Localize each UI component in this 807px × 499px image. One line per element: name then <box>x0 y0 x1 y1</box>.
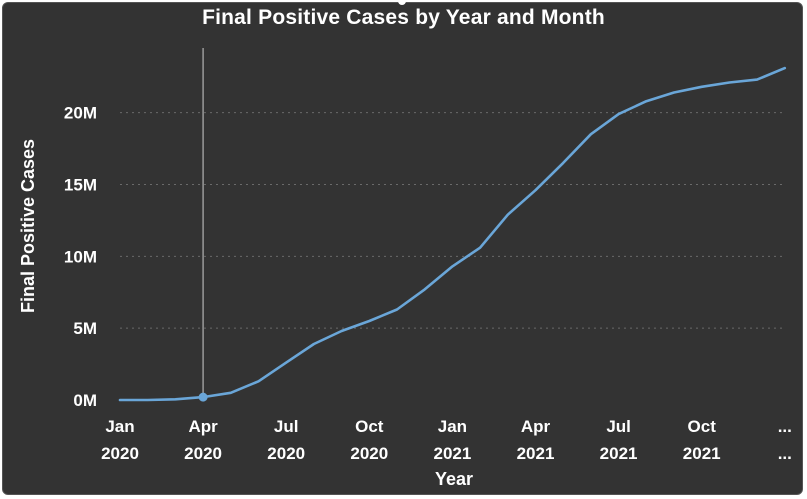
x-tick-label-year: 2021 <box>517 444 555 463</box>
x-axis-ticks: Jan 2020 Apr 2020 Jul 2020 Oct 2020 Jan 2021 Apr 20… <box>101 417 792 463</box>
y-tick-label: 0M <box>73 391 97 410</box>
y-tick-label: 15M <box>64 175 97 194</box>
x-tick-label-month: Jul <box>606 417 631 436</box>
y-tick-label: 5M <box>73 319 97 338</box>
x-tick-label-month: Apr <box>521 417 551 436</box>
resize-handle[interactable] <box>398 0 406 5</box>
x-tick-label-year: 2020 <box>101 444 139 463</box>
series-line[interactable] <box>118 66 787 402</box>
x-tick-label-month: Apr <box>188 417 218 436</box>
y-tick-label: 20M <box>64 104 97 123</box>
chart-title: Final Positive Cases by Year and Month <box>202 6 605 29</box>
x-tick-label-year: 2020 <box>267 444 305 463</box>
x-tick-label-month: Oct <box>688 417 717 436</box>
y-axis-label: Final Positive Cases <box>18 139 38 313</box>
y-tick-label: 10M <box>64 247 97 266</box>
x-tick-label-year: 2021 <box>683 444 721 463</box>
x-tick-label-month: Oct <box>355 417 384 436</box>
x-tick-label-month: ... <box>778 417 792 436</box>
x-tick-label-month: Jan <box>438 417 467 436</box>
x-tick-label-month: Jan <box>105 417 134 436</box>
x-tick-label-year: 2020 <box>184 444 222 463</box>
x-tick-label-year: 2021 <box>600 444 638 463</box>
x-axis-label: Year <box>435 469 473 489</box>
x-tick-label-year: ... <box>778 444 792 463</box>
hover-highlight <box>198 48 208 402</box>
x-tick-label-year: 2020 <box>350 444 388 463</box>
x-tick-label-month: Jul <box>274 417 299 436</box>
x-tick-label-year: 2021 <box>433 444 471 463</box>
gridlines <box>120 112 785 329</box>
y-axis-ticks: 0M 5M 10M 15M 20M <box>64 104 97 410</box>
